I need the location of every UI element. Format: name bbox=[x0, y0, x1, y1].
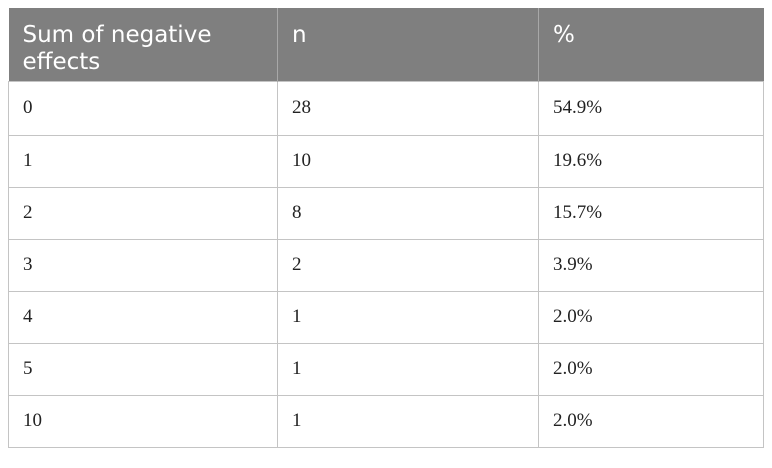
cell-sum: 3 bbox=[8, 238, 278, 292]
cell-n: 1 bbox=[277, 342, 539, 396]
table-row: 0 28 54.9% bbox=[8, 80, 764, 136]
table-row: 3 2 3.9% bbox=[8, 238, 764, 292]
cell-percent: 54.9% bbox=[538, 80, 764, 136]
header-percent: % bbox=[538, 8, 764, 81]
table-body: 0 28 54.9% 1 10 19.6% 2 8 15.7% 3 2 3.9%… bbox=[8, 80, 764, 448]
cell-percent: 2.0% bbox=[538, 342, 764, 396]
cell-n: 8 bbox=[277, 186, 539, 240]
cell-percent: 2.0% bbox=[538, 394, 764, 448]
cell-n: 1 bbox=[277, 394, 539, 448]
cell-n: 1 bbox=[277, 290, 539, 344]
cell-n: 28 bbox=[277, 80, 539, 136]
cell-n: 2 bbox=[277, 238, 539, 292]
cell-sum: 2 bbox=[8, 186, 278, 240]
table-row: 4 1 2.0% bbox=[8, 290, 764, 344]
table-header: Sum of negative effects n % bbox=[8, 8, 764, 81]
cell-percent: 19.6% bbox=[538, 134, 764, 188]
cell-percent: 15.7% bbox=[538, 186, 764, 240]
header-row: Sum of negative effects n % bbox=[8, 8, 764, 81]
table-row: 2 8 15.7% bbox=[8, 186, 764, 240]
table-row: 5 1 2.0% bbox=[8, 342, 764, 396]
cell-sum: 4 bbox=[8, 290, 278, 344]
cell-sum: 1 bbox=[8, 134, 278, 188]
cell-sum: 10 bbox=[8, 394, 278, 448]
cell-percent: 3.9% bbox=[538, 238, 764, 292]
cell-percent: 2.0% bbox=[538, 290, 764, 344]
negative-effects-table-container: Sum of negative effects n % 0 28 54.9% 1… bbox=[8, 8, 764, 448]
negative-effects-table: Sum of negative effects n % 0 28 54.9% 1… bbox=[8, 8, 764, 448]
table-row: 1 10 19.6% bbox=[8, 134, 764, 188]
header-sum-of-negative-effects: Sum of negative effects bbox=[8, 8, 278, 81]
cell-sum: 0 bbox=[8, 80, 278, 136]
cell-sum: 5 bbox=[8, 342, 278, 396]
cell-n: 10 bbox=[277, 134, 539, 188]
table-row: 10 1 2.0% bbox=[8, 394, 764, 448]
header-n: n bbox=[277, 8, 539, 81]
